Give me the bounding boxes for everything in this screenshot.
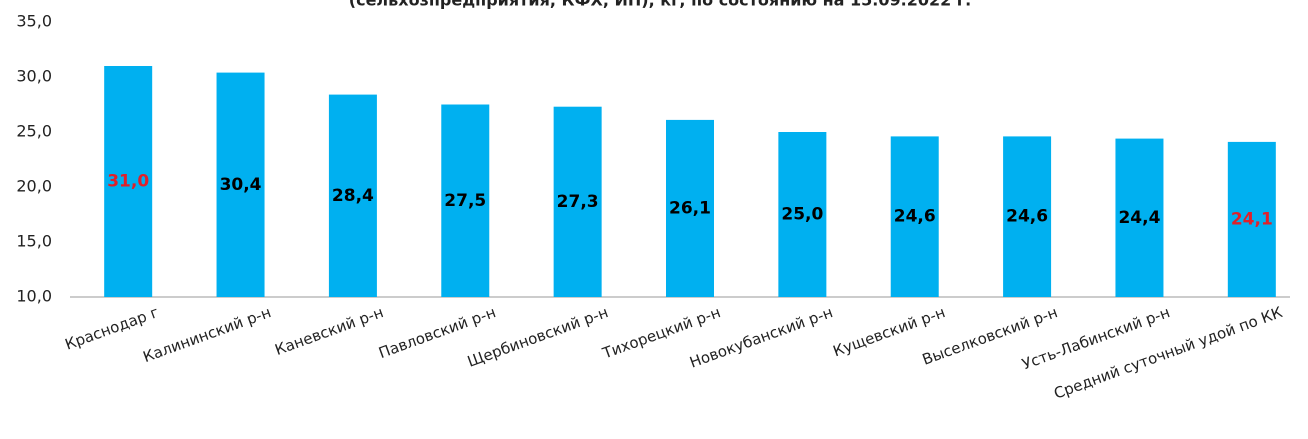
y-tick-label: 20,0: [16, 177, 52, 196]
data-label: 24,4: [1118, 208, 1160, 228]
data-label: 27,3: [557, 192, 599, 212]
y-tick-label: 35,0: [16, 12, 52, 31]
data-label: 25,0: [781, 205, 823, 225]
data-label: 26,1: [669, 198, 711, 218]
bar: [1227, 141, 1276, 297]
bar: [778, 132, 827, 297]
bar: [328, 94, 377, 297]
data-label: 28,4: [332, 186, 374, 206]
bar: [216, 72, 265, 297]
bar: [1003, 136, 1052, 297]
y-tick-label: 25,0: [16, 122, 52, 141]
bar: [441, 104, 490, 297]
bar: [553, 106, 602, 297]
y-tick-label: 10,0: [16, 287, 52, 306]
data-label: 30,4: [220, 175, 262, 195]
chart-title: (сельхозпредприятия, КФХ, ИП), кг, по со…: [349, 0, 971, 10]
y-tick-label: 15,0: [16, 232, 52, 251]
data-label: 24,6: [1006, 207, 1048, 227]
x-tick-label: Калининский р-н: [141, 303, 274, 366]
bar: [666, 119, 714, 298]
y-tick-label: 30,0: [16, 67, 52, 86]
data-label: 24,6: [894, 207, 936, 227]
data-label: 27,5: [444, 191, 486, 211]
data-label: 24,1: [1231, 209, 1273, 229]
bar: [1115, 138, 1164, 297]
data-label: 31,0: [107, 172, 149, 192]
x-tick-label: Каневский р-н: [273, 303, 386, 359]
bar: [890, 136, 939, 297]
bar: [104, 66, 153, 297]
